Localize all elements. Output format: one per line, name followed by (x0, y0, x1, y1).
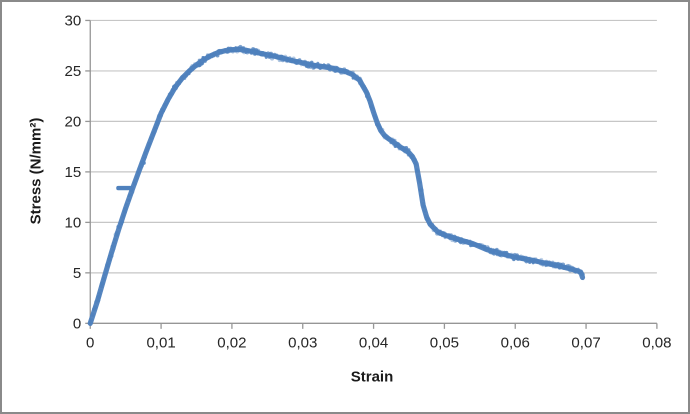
y-tick-label: 0 (73, 315, 81, 332)
x-tick-label: 0,06 (501, 334, 530, 351)
x-tick-label: 0,07 (571, 334, 600, 351)
y-tick-label: 25 (64, 63, 81, 80)
y-tick-label: 20 (64, 113, 81, 130)
x-tick-label: 0,03 (288, 334, 317, 351)
y-tick-label: 30 (64, 12, 81, 29)
dash-marker-annotation (116, 185, 133, 191)
x-tick-label: 0 (86, 334, 94, 351)
y-tick-label: 10 (64, 214, 81, 231)
series-scatter-points (88, 44, 585, 327)
x-axis-title: Strain (350, 368, 394, 386)
x-tick-label: 0,02 (217, 334, 246, 351)
series-line-stress-strain (87, 46, 586, 326)
x-tick-label: 0,05 (430, 334, 459, 351)
y-tick-label: 15 (64, 164, 81, 181)
x-tick-label: 0,04 (359, 334, 388, 351)
x-tick-label: 0,01 (146, 334, 175, 351)
y-axis-title: Stress (N/mm²) (27, 117, 45, 225)
x-tick-label: 0,08 (642, 334, 671, 351)
y-tick-label: 5 (73, 265, 81, 282)
